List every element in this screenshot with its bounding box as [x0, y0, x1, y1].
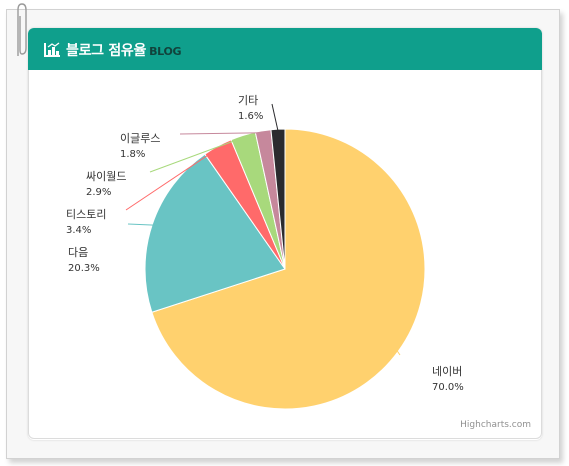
title-subtitle: BLOG	[149, 45, 182, 58]
label-connector	[127, 223, 155, 226]
label-connector	[396, 349, 401, 356]
card-header: 블로그 점유율 BLOG	[28, 28, 542, 70]
slice-label: 티스토리	[66, 208, 106, 221]
slice-value-label: 1.8%	[120, 149, 145, 160]
slice-value-label: 70.0%	[432, 382, 464, 393]
slice-label: 이글루스	[120, 132, 160, 145]
slice-label: 다음	[68, 246, 88, 259]
label-connector	[179, 132, 264, 135]
page-title: 블로그 점유율 BLOG	[66, 40, 182, 60]
slice-value-label: 1.6%	[238, 111, 263, 122]
paperclip-icon	[17, 3, 27, 56]
title-text: 블로그 점유율	[66, 43, 147, 59]
slice-label: 기타	[238, 94, 258, 107]
label-connector	[271, 103, 279, 132]
label-connector	[149, 136, 244, 173]
bar-chart-icon	[44, 42, 60, 57]
label-connector	[125, 147, 219, 211]
slice-value-label: 20.3%	[68, 263, 100, 274]
slice-value-label: 2.9%	[86, 187, 111, 198]
slice-label: 싸이월드	[86, 170, 126, 183]
slice-value-label: 3.4%	[66, 225, 91, 236]
pie-slice[interactable]	[151, 128, 426, 410]
slice-label: 네이버	[432, 365, 462, 378]
highcharts-credit[interactable]: Highcharts.com	[460, 420, 531, 430]
pie-slice[interactable]	[144, 153, 286, 313]
